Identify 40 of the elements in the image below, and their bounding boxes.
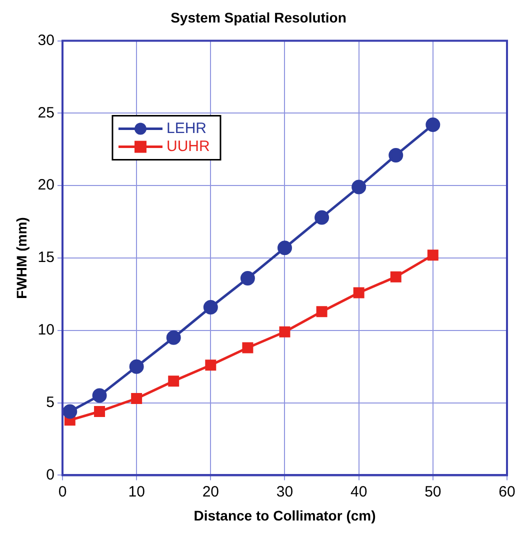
y-axis-title: FWHM (mm) [13, 217, 30, 299]
point [131, 392, 142, 404]
x-tick-label: 30 [276, 483, 294, 500]
y-tick-label: 0 [46, 466, 54, 484]
point [203, 300, 218, 314]
point [427, 250, 438, 261]
point [353, 287, 364, 298]
point [316, 306, 328, 318]
point [242, 342, 254, 354]
point [277, 240, 292, 256]
point [168, 376, 180, 387]
point [390, 271, 402, 282]
y-tick-label: 30 [38, 32, 54, 49]
y-tick-label: 10 [38, 322, 54, 339]
legend-label: UUHR [166, 138, 210, 155]
x-tick-label: 0 [58, 483, 67, 500]
point [240, 271, 255, 286]
point [279, 326, 290, 338]
y-tick-label: 15 [38, 249, 54, 266]
y-tick-label: 25 [38, 104, 54, 122]
point [129, 359, 144, 374]
chart-title: System Spatial Resolution [170, 9, 346, 26]
point [426, 118, 440, 132]
point [166, 330, 181, 345]
y-tick-label: 20 [38, 176, 54, 194]
point [205, 360, 216, 371]
point [92, 388, 107, 403]
legend-label: LEHR [166, 120, 207, 137]
point [352, 180, 366, 194]
y-tick-label: 5 [46, 394, 54, 411]
point [388, 148, 404, 162]
x-tick-label: 50 [424, 483, 442, 500]
x-axis-title: Distance to Collimator (cm) [194, 507, 376, 524]
x-tick-label: 60 [498, 483, 516, 500]
point [62, 404, 78, 419]
x-tick-label: 40 [350, 483, 368, 500]
x-tick-label: 10 [128, 483, 145, 500]
x-tick-label: 20 [202, 483, 219, 500]
point [314, 210, 330, 225]
point [94, 406, 106, 417]
